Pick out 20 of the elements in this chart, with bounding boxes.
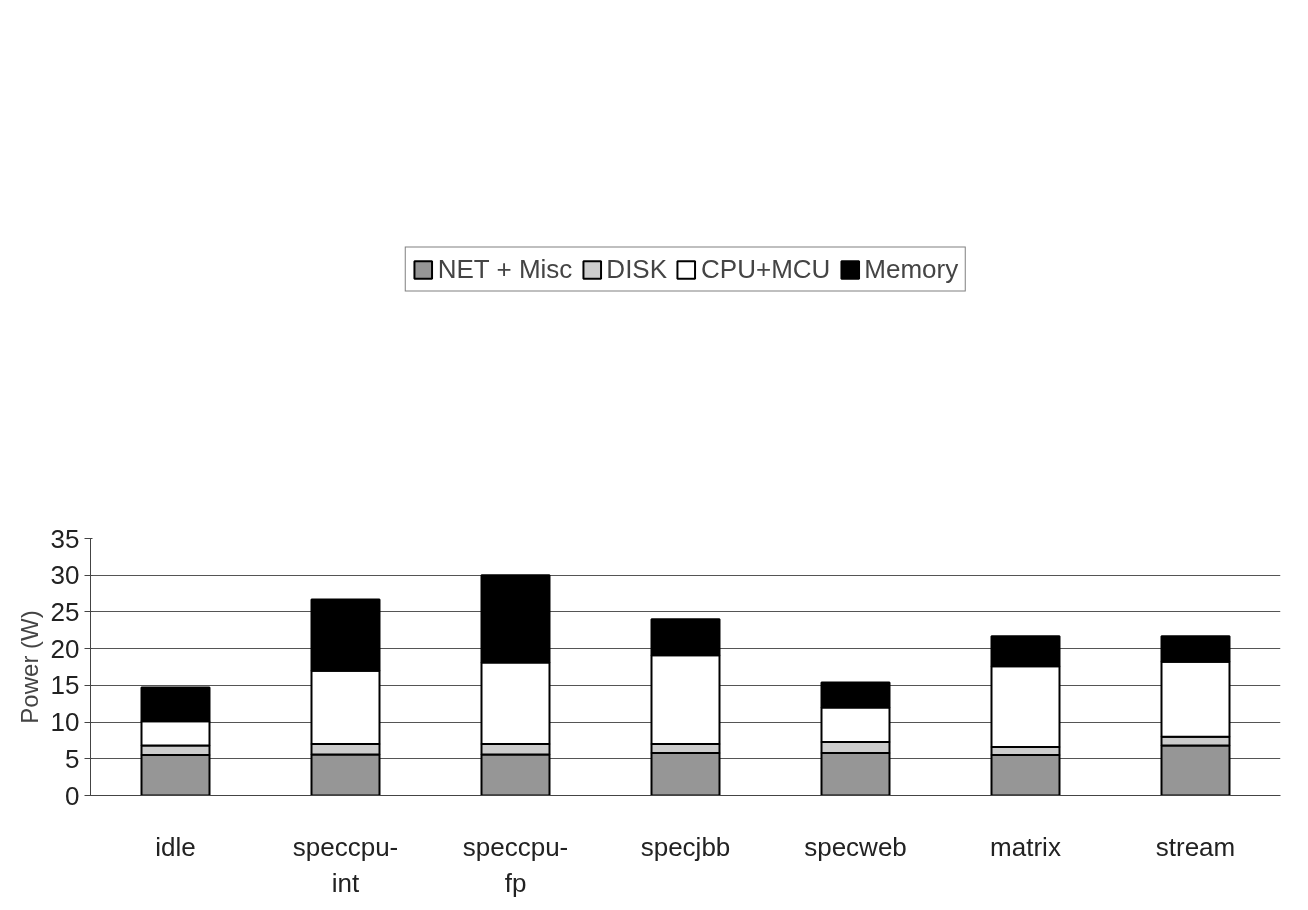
y-tick-label: 20 [50,633,80,664]
x-tick-label: speccpu-int [292,831,399,898]
legend-label: DISK [606,253,668,285]
y-tick-label: 10 [50,707,80,738]
y-tick-label: 15 [50,670,80,701]
y-axis-title: Power (W) [15,610,43,724]
y-tick-label: 5 [65,743,80,774]
x-tick-label: stream [1155,831,1236,862]
x-tick-label: idle [155,831,196,862]
legend-label: NET + Misc [437,253,573,285]
legend-label: CPU+MCU [701,253,831,285]
x-tick-label: speccpu-fp [462,831,569,898]
legend-label: Memory [864,253,959,285]
y-tick-label: 25 [50,596,80,627]
y-tick-label: 0 [65,780,80,811]
x-tick-label: matrix [990,831,1061,862]
x-tick-label: specweb [804,831,907,862]
y-tick-label: 30 [50,560,80,591]
y-tick-label: 35 [50,523,80,554]
x-tick-label: specjbb [640,831,731,862]
